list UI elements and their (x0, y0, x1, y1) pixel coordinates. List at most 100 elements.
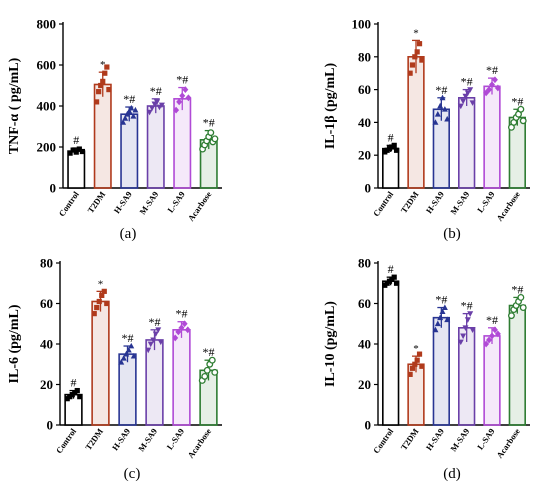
data-point (457, 103, 464, 110)
significance-label: *# (176, 307, 188, 321)
y-tick-label: 0 (365, 418, 372, 433)
significance-label: *# (511, 94, 523, 108)
data-point (491, 326, 498, 334)
bar-L-SA9 (483, 335, 501, 426)
significance-label: *# (149, 315, 161, 329)
category-label: Control (371, 189, 396, 218)
data-point (201, 372, 209, 380)
data-point (464, 90, 471, 97)
data-point (519, 117, 527, 125)
data-point (414, 357, 420, 363)
data-point (434, 320, 441, 327)
data-point (106, 87, 112, 93)
bar-L-SA9 (172, 329, 191, 426)
data-point (407, 371, 413, 377)
data-point (211, 368, 219, 376)
bar-Acarbose (508, 304, 526, 426)
data-point (118, 359, 125, 365)
data-point (102, 70, 108, 76)
significance-label: *# (123, 92, 135, 106)
y-axis-title: TNF-α ( pg/mL) (7, 57, 22, 154)
category-label: Acarbose (494, 426, 522, 460)
data-point (152, 331, 159, 338)
data-point (182, 86, 189, 93)
data-point (96, 89, 102, 95)
data-point (486, 336, 493, 344)
data-point (483, 340, 490, 348)
data-point (494, 330, 501, 338)
data-point (489, 81, 495, 89)
data-point (444, 115, 451, 122)
category-label: Control (371, 426, 396, 455)
data-point (432, 326, 439, 333)
data-point (130, 113, 137, 119)
significance-label: *# (461, 75, 473, 89)
data-point (489, 332, 495, 340)
data-point (147, 341, 154, 348)
data-point (434, 111, 441, 117)
data-point (124, 111, 131, 117)
data-point (419, 57, 425, 63)
data-point (437, 102, 444, 109)
chart-panel-3: 0 20 40 60 80 IL-6 (pg/mL) # Control * T2DM *# H-SA… (7, 256, 222, 482)
data-point (491, 76, 498, 84)
panel-label: (c) (124, 466, 141, 482)
category-label: Acarbose (186, 189, 214, 223)
data-point (441, 106, 448, 112)
data-point (126, 107, 133, 114)
category-label: M-SA9 (136, 426, 159, 453)
data-point (439, 94, 446, 101)
data-point (507, 312, 515, 320)
data-point (150, 337, 157, 344)
data-point (93, 99, 100, 105)
significance-label: *# (122, 331, 134, 345)
category-label: M-SA9 (448, 426, 471, 453)
data-point (211, 135, 219, 143)
significance-label: *# (435, 293, 447, 307)
data-point (208, 356, 216, 364)
data-point (125, 346, 132, 353)
data-point (77, 394, 83, 400)
data-point (73, 149, 79, 155)
data-point (98, 82, 104, 89)
data-point (432, 119, 439, 125)
data-point (467, 311, 474, 317)
data-point (99, 292, 105, 298)
bar-M-SA9 (146, 105, 165, 189)
significance-label: *# (486, 63, 498, 77)
data-point (444, 316, 451, 323)
data-point (409, 365, 416, 371)
data-point (203, 366, 211, 374)
y-tick-label: 0 (365, 181, 372, 196)
significance-label: *# (461, 299, 473, 313)
y-axis-title: IL-10 (pg/mL) (323, 301, 338, 387)
data-point (94, 304, 100, 311)
data-point (486, 86, 493, 93)
y-tick-label: 80 (358, 49, 371, 64)
significance-label: *# (176, 73, 188, 87)
data-point (146, 109, 153, 116)
y-tick-label: 60 (40, 296, 53, 311)
bar-H-SA9 (432, 316, 450, 426)
significance-label: *# (203, 116, 215, 130)
data-point (393, 147, 400, 153)
data-point (96, 298, 102, 305)
significance-label: * (413, 27, 419, 39)
significance-label: *# (150, 84, 162, 98)
data-point (157, 339, 164, 346)
data-point (464, 317, 471, 323)
bar-H-SA9 (118, 353, 137, 426)
bar-Control (382, 147, 400, 189)
significance-label: # (388, 130, 394, 144)
data-point (153, 99, 160, 106)
y-tick-label: 800 (37, 17, 57, 32)
data-point (76, 146, 82, 152)
data-point (101, 288, 107, 294)
data-point (407, 70, 413, 76)
y-axis-title: IL-6 (pg/mL) (7, 304, 22, 383)
significance-label: *# (203, 345, 215, 359)
panel-label: (a) (120, 226, 137, 242)
data-point (462, 93, 469, 100)
